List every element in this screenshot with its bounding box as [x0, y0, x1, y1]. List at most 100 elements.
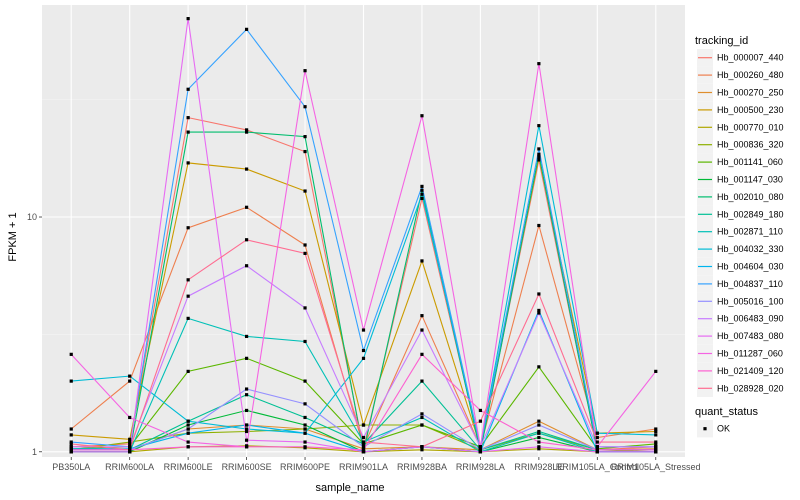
data-point [128, 440, 132, 444]
data-point [420, 114, 424, 118]
data-point [478, 408, 483, 413]
x-tick-label: RRIM901LA [339, 462, 388, 472]
data-point [128, 445, 132, 449]
data-point [186, 445, 190, 449]
data-point [478, 445, 483, 449]
data-point [537, 445, 541, 449]
x-tick-label: RRIM105LA_Stressed [611, 462, 701, 472]
data-point [303, 243, 307, 247]
data-point [420, 445, 424, 449]
data-point [128, 415, 132, 420]
data-point [537, 431, 541, 435]
data-point [244, 128, 249, 132]
data-point [361, 348, 366, 353]
data-point [361, 450, 366, 454]
data-point [244, 445, 249, 449]
data-point [654, 429, 658, 434]
data-point [361, 356, 366, 360]
data-point [186, 427, 190, 431]
data-point [537, 440, 541, 444]
data-point [303, 306, 307, 310]
data-point [186, 431, 190, 435]
data-point [69, 433, 73, 437]
data-point [186, 419, 190, 423]
data-point [361, 328, 366, 332]
data-point [420, 412, 424, 416]
data-point [69, 440, 73, 444]
data-point [303, 402, 307, 406]
data-point [361, 445, 366, 449]
data-point [303, 445, 307, 449]
data-point [478, 419, 483, 423]
y-tick-label: 10 [27, 212, 37, 222]
data-point [537, 365, 541, 369]
data-point [244, 334, 249, 339]
x-tick-label: PB350LA [52, 462, 90, 472]
data-point [244, 205, 249, 209]
data-point [537, 158, 541, 162]
data-point [654, 433, 658, 437]
data-point [420, 314, 424, 318]
data-point [537, 292, 541, 296]
data-point [244, 167, 249, 171]
data-point [244, 427, 249, 431]
data-point [244, 27, 249, 31]
data-point [303, 251, 307, 255]
data-point [420, 423, 424, 427]
legend: tracking_id Hb_000007_440Hb_000260_480Hb… [695, 35, 784, 438]
legend-label: Hb_011287_060 [717, 349, 783, 359]
data-point [654, 445, 658, 449]
x-tick-label: RRIM928BA [397, 462, 447, 472]
data-point [478, 448, 483, 452]
x-tick-label: RRIM600PE [280, 462, 330, 472]
data-point [361, 435, 366, 440]
data-point [537, 423, 541, 427]
legend-label: Hb_005016_100 [717, 296, 784, 306]
data-point [361, 423, 366, 427]
legend-label: Hb_021409_120 [717, 366, 784, 376]
x-tick-label: RRIM928LA [456, 462, 505, 472]
data-point [595, 431, 599, 435]
legend-label: Hb_004837_110 [717, 279, 783, 289]
shape-legend-items: OK [697, 420, 730, 438]
data-point [537, 62, 541, 66]
data-point [303, 427, 307, 431]
data-point [420, 352, 424, 356]
data-point [186, 116, 190, 120]
data-point [186, 316, 190, 320]
plot-panel [42, 5, 685, 457]
data-point [537, 124, 541, 128]
data-point [244, 423, 249, 427]
legend-label: Hb_000270_250 [717, 88, 784, 98]
data-point [128, 437, 132, 441]
data-point [244, 264, 249, 268]
data-point [420, 188, 424, 192]
data-point [420, 448, 424, 452]
data-point [420, 259, 424, 263]
data-point [186, 161, 190, 165]
legend-label: Hb_000500_230 [717, 105, 784, 115]
data-point [303, 415, 307, 420]
legend-label: Hb_004032_330 [717, 244, 784, 254]
data-point [69, 427, 73, 431]
data-point [303, 149, 307, 154]
y-axis-title: FPKM + 1 [7, 212, 19, 261]
data-point [537, 435, 541, 440]
data-point [303, 440, 307, 444]
data-point [303, 339, 307, 344]
data-point [654, 450, 658, 454]
data-point [128, 450, 132, 454]
data-point [186, 440, 190, 444]
data-point [537, 429, 541, 434]
data-point [420, 196, 424, 201]
legend-label: Hb_000007_440 [717, 53, 784, 63]
data-point [595, 445, 599, 449]
data-point [654, 369, 658, 373]
legend-label: Hb_001141_060 [717, 157, 783, 167]
data-point [654, 448, 658, 452]
data-point [303, 105, 307, 109]
data-point [128, 374, 132, 378]
data-point [244, 387, 249, 391]
legend-label: Hb_000260_480 [717, 70, 784, 80]
